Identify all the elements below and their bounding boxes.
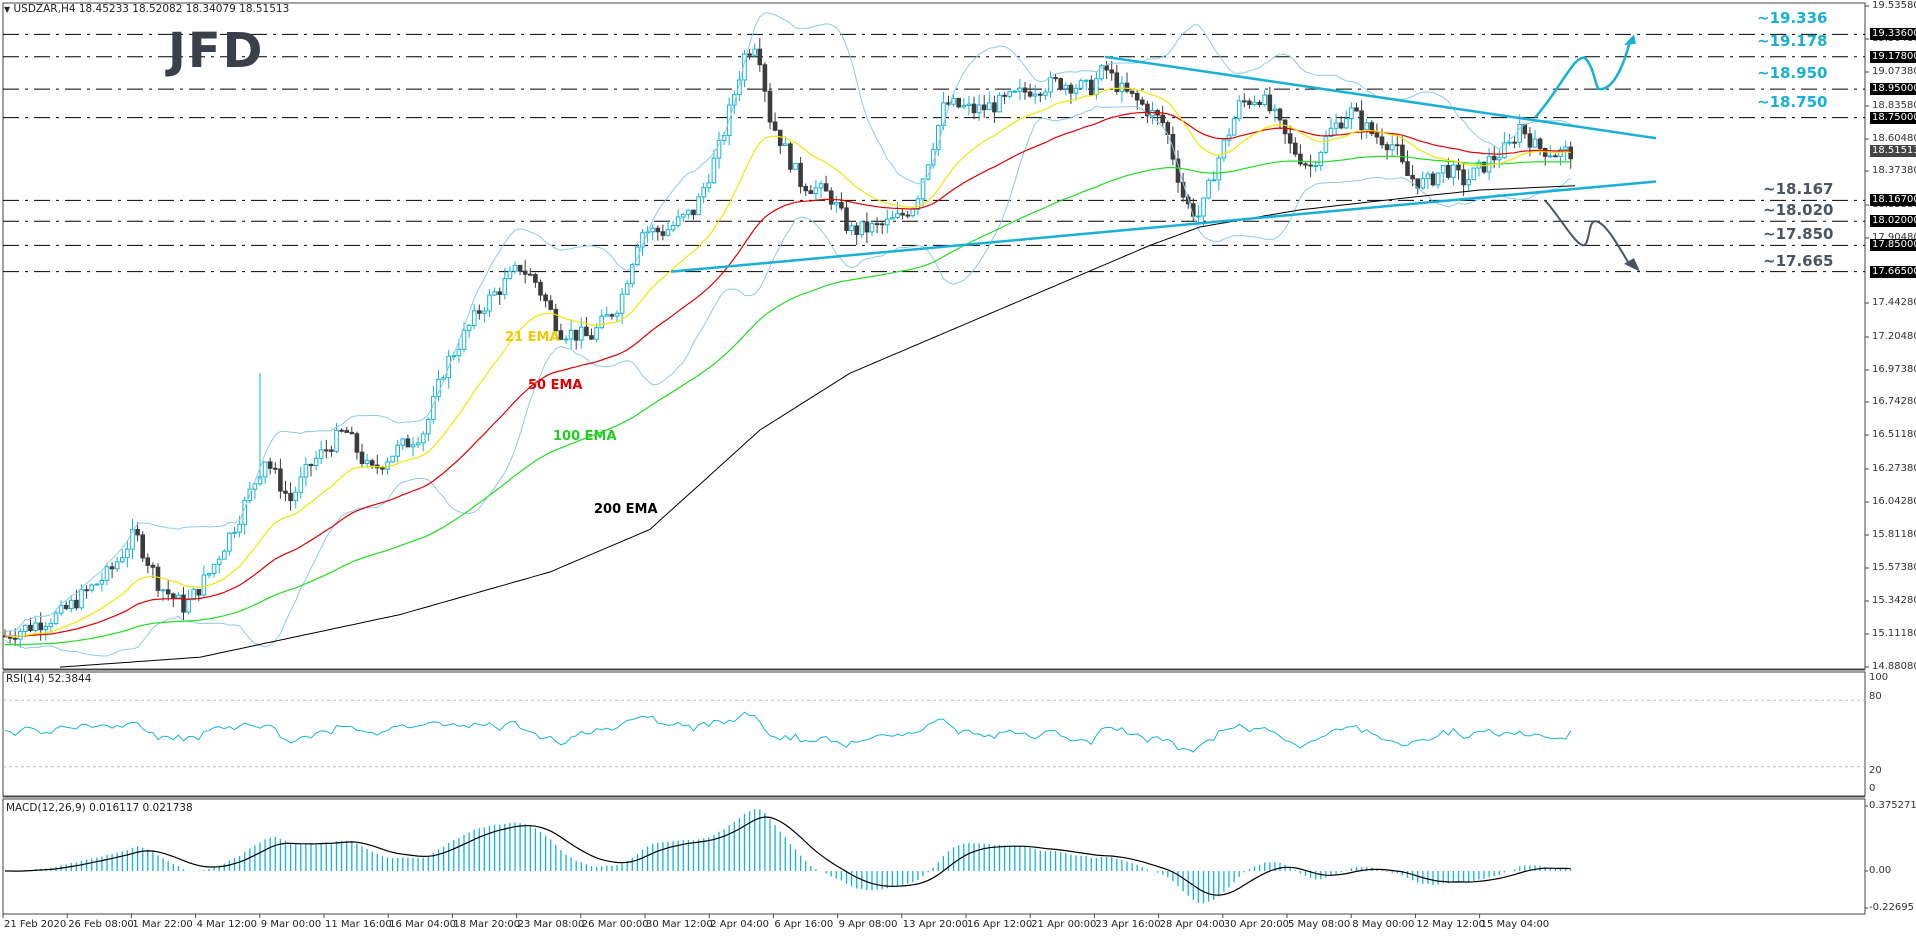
time-axis-label: 13 Apr 20:00 [902, 919, 968, 930]
collapse-triangle-icon[interactable]: ▼ [4, 5, 11, 14]
ema100-line [5, 155, 1571, 646]
time-axis-label: 16 Mar 04:00 [389, 919, 456, 930]
price-axis-tick: 17.20480 [1872, 331, 1916, 342]
bullish-scenario-arrow [1534, 40, 1632, 119]
time-axis-label: 6 Apr 16:00 [774, 919, 834, 930]
time-axis-label: 30 Mar 12:00 [646, 919, 713, 930]
resistance-level-label: ~18.950 [1757, 64, 1828, 83]
level-price-tag: 18.02000 [1870, 215, 1916, 228]
price-axis-tick: 16.04280 [1872, 496, 1916, 507]
price-axis-tick: 16.97380 [1872, 364, 1916, 375]
time-axis-label: 28 Apr 04:00 [1159, 919, 1225, 930]
price-axis-tick: 16.51180 [1872, 429, 1916, 440]
price-axis-tick: 15.81180 [1872, 529, 1916, 540]
price-axis-tick: 16.27380 [1872, 463, 1916, 474]
macd-axis-tick: 0.375271 [1869, 800, 1916, 811]
symbol-header[interactable]: ▼ USDZAR,H4 18.45233 18.52082 18.34079 1… [4, 3, 289, 15]
macd-title: MACD(12,26,9) 0.016117 0.021738 [6, 802, 193, 814]
time-axis-label: 4 Mar 12:00 [196, 919, 257, 930]
ema50-label: 50 EMA [528, 377, 583, 393]
time-axis-label: 1 Mar 22:00 [132, 919, 193, 930]
time-axis-label: 23 Apr 16:00 [1095, 919, 1161, 930]
current-price-tag: 18.51513 [1870, 144, 1916, 157]
bearish-scenario-arrow [1544, 199, 1631, 266]
macd-axis-tick: 0.00 [1869, 865, 1892, 876]
level-price-tag: 19.33600 [1870, 28, 1916, 41]
price-axis-tick: 17.90480 [1872, 232, 1916, 243]
time-axis-label: 9 Apr 08:00 [838, 919, 898, 930]
price-axis-tick: 18.37380 [1872, 165, 1916, 176]
price-axis-tick: 17.44280 [1872, 297, 1916, 308]
rsi-axis-tick: 100 [1869, 672, 1889, 683]
level-price-tag: 19.17800 [1870, 50, 1916, 63]
time-axis-label: 15 May 04:00 [1480, 919, 1550, 930]
ema100-label: 100 EMA [553, 429, 617, 445]
support-level-label: ~18.020 [1763, 201, 1834, 220]
support-level-label: ~17.850 [1763, 225, 1834, 244]
ema50-line [4, 111, 1571, 637]
rsi-axis-tick: 20 [1869, 765, 1882, 776]
price-axis-tick: 18.60480 [1872, 133, 1916, 144]
time-axis-label: 16 Apr 12:00 [967, 919, 1033, 930]
resistance-level-label: ~18.750 [1757, 92, 1828, 111]
time-axis-label: 2 Apr 04:00 [710, 919, 770, 930]
macd-histogram [9, 809, 1572, 904]
time-axis-label: 12 May 12:00 [1416, 919, 1485, 930]
price-axis-tick: 14.88080 [1872, 661, 1916, 672]
price-axis-tick: 15.11180 [1872, 628, 1916, 639]
level-price-tag: 18.95000 [1870, 83, 1916, 96]
rsi-title: RSI(14) 52.3844 [6, 673, 92, 685]
level-price-tag: 17.85000 [1870, 239, 1916, 252]
macd-axis-tick: -0.22695 [1869, 902, 1914, 913]
price-axis-tick: 15.34280 [1872, 595, 1916, 606]
price-axis-tick: 19.07380 [1872, 66, 1916, 77]
resistance-level-label: ~19.178 [1757, 31, 1828, 50]
bollinger-lower [4, 105, 1572, 657]
time-axis-label: 23 Mar 08:00 [517, 919, 585, 930]
time-axis-label: 26 Mar 00:00 [581, 919, 649, 930]
time-axis-label: 21 Feb 2020 [4, 919, 67, 930]
downtrend-line [1104, 55, 1657, 140]
price-axis-tick: 19.53580 [1872, 0, 1916, 11]
uptrend-line [670, 180, 1657, 273]
time-axis-label: 18 Mar 20:00 [453, 919, 521, 930]
bollinger-upper [4, 12, 1571, 633]
level-price-tag: 18.16700 [1870, 194, 1916, 207]
price-axis-tick: 18.83580 [1872, 100, 1916, 111]
time-axis-label: 26 Feb 08:00 [68, 919, 134, 930]
support-level-label: ~18.167 [1763, 180, 1834, 199]
level-price-tag: 17.66500 [1870, 265, 1916, 278]
candles [2, 38, 1574, 648]
rsi-axis-tick: 80 [1869, 691, 1882, 702]
ema21-line [4, 87, 1571, 638]
symbol-ohlc: USDZAR,H4 18.45233 18.52082 18.34079 18.… [13, 3, 290, 15]
time-axis-label: 11 Mar 16:00 [325, 919, 392, 930]
time-axis-label: 5 May 08:00 [1288, 919, 1351, 930]
price-axis-tick: 16.74280 [1872, 396, 1916, 407]
support-level-label: ~17.665 [1763, 251, 1834, 270]
level-price-tag: 18.75000 [1870, 111, 1916, 124]
rsi-line [4, 711, 1572, 753]
price-axis-tick: 15.57380 [1872, 562, 1916, 573]
time-axis-label: 9 Mar 00:00 [260, 919, 322, 930]
macd-signal-line [5, 816, 1571, 896]
rsi-axis-tick: 0 [1869, 783, 1876, 794]
time-axis-label: 30 Apr 20:00 [1223, 919, 1289, 930]
jfd-logo: JFD [168, 23, 265, 79]
time-axis-label: 21 Apr 00:00 [1031, 919, 1097, 930]
time-axis-label: 8 May 00:00 [1352, 919, 1415, 930]
ema21-label: 21 EMA [505, 329, 560, 345]
resistance-level-label: ~19.336 [1757, 9, 1828, 28]
ema200-label: 200 EMA [594, 501, 658, 517]
ema200-line [59, 185, 1576, 668]
